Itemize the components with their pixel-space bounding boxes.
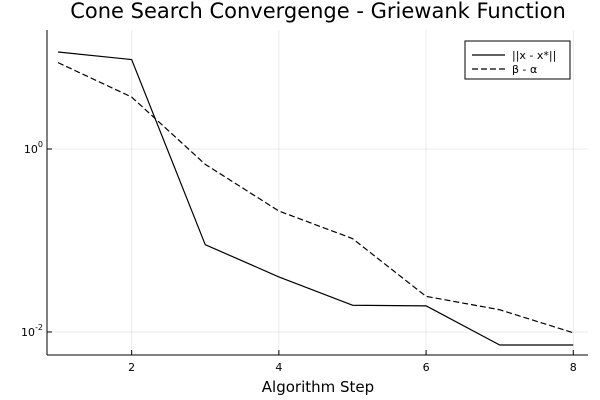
x-axis-label: Algorithm Step (262, 378, 374, 396)
series-line-norm (57, 51, 574, 346)
tick-labels: 2 4 6 8 100 10-2 (21, 140, 577, 374)
y-tick-label: 100 (24, 140, 43, 156)
x-tick-label: 2 (128, 361, 135, 374)
grid (47, 30, 588, 355)
series-line-gap (57, 62, 574, 334)
axes (46, 30, 588, 356)
x-tick-label: 8 (570, 361, 577, 374)
legend-label-norm: ||x - x*|| (512, 49, 556, 62)
chart-title: Cone Search Convergenge - Griewank Funct… (70, 0, 566, 23)
legend: ||x - x*|| β - α (464, 40, 571, 80)
y-tick-label: 10-2 (21, 323, 43, 339)
legend-box (464, 40, 571, 80)
x-tick-label: 6 (423, 361, 430, 374)
x-tick-label: 4 (275, 361, 282, 374)
plot-series (57, 51, 574, 346)
legend-label-gap: β - α (512, 63, 537, 76)
